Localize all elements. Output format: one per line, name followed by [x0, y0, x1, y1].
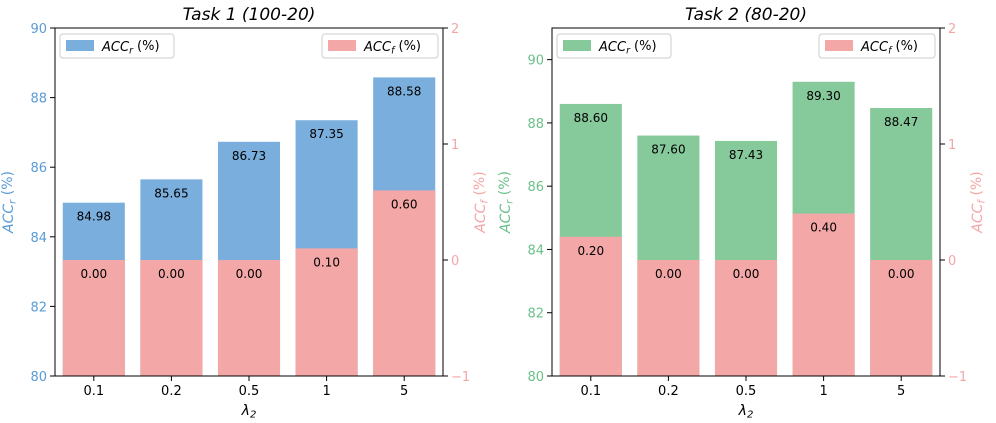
x-tick-label: 0.2	[658, 384, 679, 399]
data-label-accf: 0.00	[158, 267, 185, 281]
x-axis-label: λ2	[241, 403, 257, 421]
left-tick-label: 82	[30, 300, 47, 315]
bar-accf-0.5	[217, 260, 281, 376]
x-tick-label: 5	[400, 384, 408, 399]
data-label-accr: 89.30	[806, 89, 840, 103]
legend-accf: ACCf (%)	[818, 33, 936, 59]
right-tick-label: 1	[451, 138, 459, 153]
data-label-accf: 0.40	[810, 221, 837, 235]
right-tick-label: −1	[451, 370, 470, 385]
chart-title: Task 1 (100-20)	[183, 5, 316, 25]
left-tick-label: 86	[30, 161, 47, 176]
x-tick-label: 0.1	[83, 384, 104, 399]
right-tick-label: 0	[948, 254, 956, 269]
right-tick-label: 1	[948, 138, 956, 153]
data-label-accr: 84.98	[77, 210, 111, 224]
x-tick-label: 0.5	[239, 384, 260, 399]
bar-accf-0.2	[637, 260, 700, 376]
legend-label-accr: ACCr (%)	[598, 39, 657, 56]
x-tick-label: 1	[819, 384, 827, 399]
data-label-accf: 0.00	[888, 267, 915, 281]
data-label-accr: 88.58	[387, 84, 421, 98]
left-tick-label: 88	[30, 92, 47, 107]
chart-panel-2: Task 2 (80-20) 88.60 87.60 87.43 89.30 88.47 0…	[497, 5, 988, 421]
left-axis-label: ACCr (%)	[0, 171, 19, 234]
data-label-accf: 0.10	[313, 255, 340, 269]
data-label-accr: 87.43	[729, 148, 763, 162]
data-label-accf: 0.00	[236, 267, 263, 281]
left-tick-label: 86	[527, 180, 544, 195]
right-tick-label: 2	[451, 22, 459, 37]
left-tick-label: 84	[30, 231, 47, 246]
right-axis-label: ACCf (%)	[969, 171, 988, 233]
x-tick-label: 0.5	[736, 384, 757, 399]
legend-label-accf: ACCf (%)	[860, 39, 918, 56]
legend-accf: ACCf (%)	[321, 33, 439, 59]
x-tick-label: 5	[897, 384, 905, 399]
legend-swatch-accr	[563, 40, 591, 51]
left-tick-label: 84	[527, 243, 544, 258]
data-label-accr: 85.65	[154, 186, 188, 200]
bar-accf-0.2	[140, 260, 203, 376]
data-label-accr: 87.60	[651, 143, 685, 157]
left-tick-label: 88	[527, 117, 544, 132]
left-axis-label: ACCr (%)	[497, 171, 516, 234]
right-tick-label: −1	[948, 370, 967, 385]
data-label-accf: 0.00	[80, 267, 107, 281]
data-label-accf: 0.20	[577, 244, 604, 258]
chart-panel-1: Task 1 (100-20) 84.98 85.65 86.73 87.35 88.58…	[0, 5, 491, 421]
chart-title: Task 2 (80-20)	[685, 5, 807, 25]
left-tick-label: 82	[527, 307, 544, 322]
data-label-accf: 0.00	[733, 267, 760, 281]
bar-accf-0.1	[62, 260, 125, 376]
data-label-accf: 0.60	[391, 197, 418, 211]
x-axis-label: λ2	[738, 403, 754, 421]
bar-accf-0.1	[559, 236, 622, 376]
x-tick-label: 0.2	[161, 384, 182, 399]
right-axis-label: ACCf (%)	[472, 171, 491, 233]
legend-accr: ACCr (%)	[556, 33, 672, 59]
legend-label-accf: ACCf (%)	[363, 39, 421, 56]
bar-accf-5	[870, 260, 933, 376]
bar-accf-1	[792, 213, 855, 376]
legend-swatch-accf	[328, 40, 356, 51]
data-label-accr: 86.73	[232, 149, 266, 163]
legend-accr: ACCr (%)	[59, 33, 175, 59]
bar-accf-1	[295, 248, 358, 376]
left-tick-label: 80	[527, 370, 544, 385]
x-tick-label: 0.1	[580, 384, 601, 399]
right-tick-label: 2	[948, 22, 956, 37]
legend-swatch-accr	[66, 40, 94, 51]
legend-label-accr: ACCr (%)	[101, 39, 160, 56]
bar-accf-0.5	[714, 260, 778, 376]
data-label-accf: 0.00	[655, 267, 682, 281]
data-label-accr: 88.60	[574, 111, 608, 125]
data-label-accr: 88.47	[884, 115, 918, 129]
left-tick-label: 90	[30, 22, 47, 37]
legend-swatch-accf	[825, 40, 853, 51]
x-tick-label: 1	[322, 384, 330, 399]
left-tick-label: 90	[527, 54, 544, 69]
right-tick-label: 0	[451, 254, 459, 269]
left-tick-label: 80	[30, 370, 47, 385]
bar-accf-5	[373, 190, 436, 376]
data-label-accr: 87.35	[309, 127, 343, 141]
